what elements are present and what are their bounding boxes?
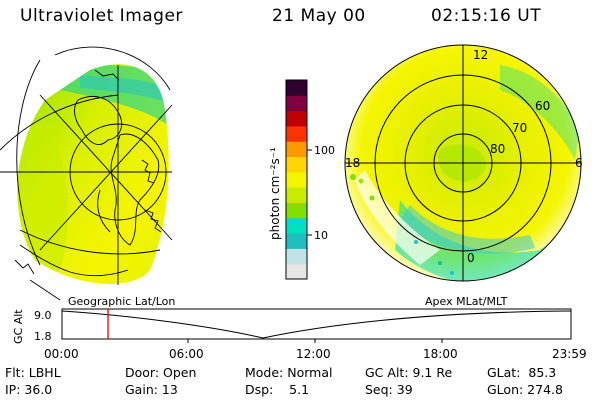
timeline-tick-2: 12:00 <box>296 347 331 361</box>
seq-status: Seq: 39 <box>365 382 413 397</box>
timeline-tick-4: 23:59 <box>552 347 587 361</box>
colorbar-swatch <box>286 263 307 280</box>
gain-status: Gain: 13 <box>125 382 178 397</box>
timeline-tick-0: 00:00 <box>44 347 79 361</box>
timeline-ylabel: GC Alt <box>12 309 25 344</box>
timeline-frame <box>61 308 572 340</box>
polar-plot-panel: 12 18 6 0 60 70 80 <box>344 44 583 282</box>
mlat-label-60: 60 <box>535 99 550 113</box>
colorbar-swatch <box>286 80 307 96</box>
ip-status: IP: 36.0 <box>5 382 53 397</box>
image-title: Ultraviolet Imager <box>20 6 183 26</box>
mlat-label-80: 80 <box>490 142 505 156</box>
colorbar: 100 10 photon cm⁻²s⁻¹ <box>268 79 335 280</box>
colorbar-unit-label: photon cm⁻²s⁻¹ <box>268 147 282 240</box>
timeline-ytick-top: 9.0 <box>34 309 52 322</box>
colorbar-swatch <box>286 171 307 188</box>
door-status: Door: Open <box>125 365 197 380</box>
mlt-label-18: 18 <box>345 156 360 170</box>
colorbar-swatch <box>286 217 307 234</box>
colorbar-swatch <box>286 156 307 173</box>
colorbar-swatch <box>286 187 307 203</box>
altitude-curve <box>61 310 572 339</box>
timeline-tick-3: 18:00 <box>423 347 458 361</box>
mlt-label-12: 12 <box>473 48 488 62</box>
glat-status: GLat: 85.3 <box>487 365 557 380</box>
orbit-altitude-timeline: GC Alt 9.0 1.8 00:00 06:00 12:00 18:00 2… <box>12 308 587 361</box>
colorbar-swatch <box>286 202 307 219</box>
colorbar-swatch <box>286 248 307 265</box>
geographic-caption: Geographic Lat/Lon <box>68 295 175 308</box>
geographic-grid <box>0 46 173 301</box>
mlat-label-70: 70 <box>512 121 527 135</box>
apex-caption: Apex MLat/MLT <box>425 295 508 308</box>
colorbar-swatch <box>286 233 307 249</box>
timeline-ytick-bottom: 1.8 <box>34 330 52 343</box>
polar-speckles <box>350 174 454 275</box>
mlt-label-0: 0 <box>467 251 475 265</box>
filter-status: Flt: LBHL <box>5 365 61 380</box>
glon-status: GLon: 274.8 <box>487 382 563 397</box>
timeline-tick-1: 06:00 <box>169 347 204 361</box>
coastline-outlines <box>14 69 162 277</box>
colorbar-label-100: 100 <box>314 144 335 157</box>
polar-grid <box>344 44 582 282</box>
colorbar-swatch <box>286 110 307 127</box>
colorbar-swatch <box>286 141 307 158</box>
dsp-status: Dsp: 5.1 <box>245 382 310 397</box>
image-date: 21 May 00 <box>272 6 366 26</box>
gc-alt-status: GC Alt: 9.1 Re <box>365 365 453 380</box>
mlt-label-6: 6 <box>575 156 583 170</box>
image-time: 02:15:16 UT <box>431 6 542 26</box>
mode-status: Mode: Normal <box>245 365 333 380</box>
colorbar-swatch <box>286 125 307 142</box>
colorbar-swatch <box>286 95 307 112</box>
colorbar-label-10: 10 <box>314 229 328 242</box>
geographic-map-panel <box>0 46 173 301</box>
